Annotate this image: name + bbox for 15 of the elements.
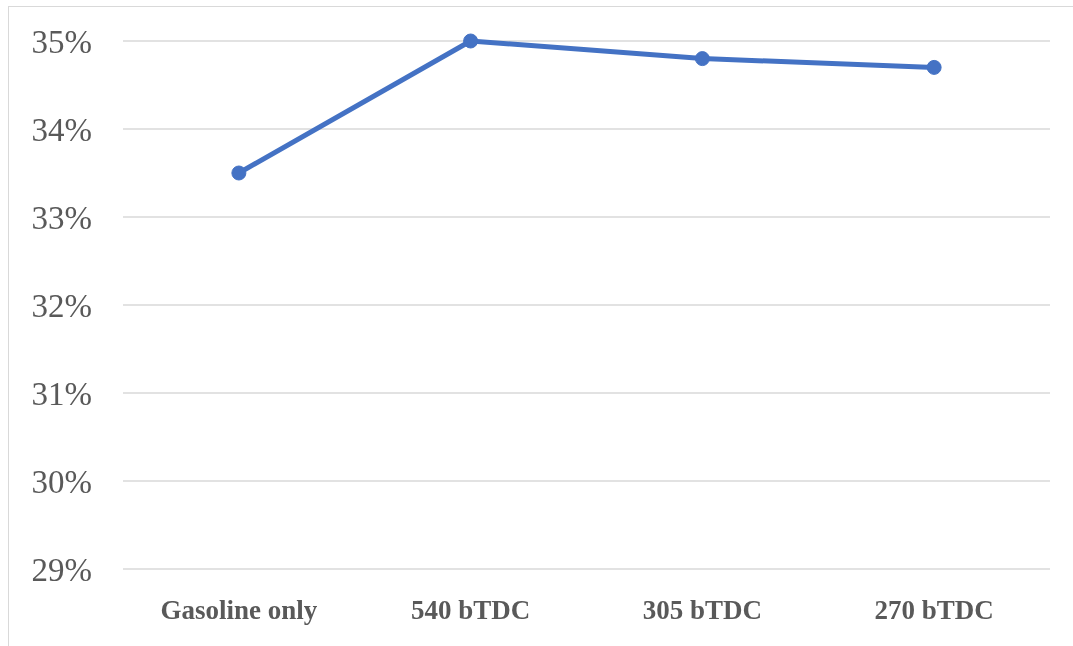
y-tick-label: 30% (31, 463, 92, 500)
x-tick-label: 540 bTDC (410, 595, 531, 626)
y-tick-label: 35% (31, 23, 92, 60)
point (926, 59, 942, 75)
point (694, 51, 710, 67)
point (463, 33, 479, 49)
point (231, 165, 247, 181)
y-tick-label: 32% (31, 287, 92, 324)
x-tick-label: 305 bTDC (642, 595, 763, 626)
y-tick-label: 33% (31, 199, 92, 236)
y-tick-label: 34% (31, 111, 92, 148)
y-tick-label: 29% (31, 551, 92, 588)
x-tick-label: 270 bTDC (874, 595, 994, 626)
x-tick-label: Gasoline only (160, 595, 318, 626)
y-tick-label: 31% (31, 375, 92, 412)
